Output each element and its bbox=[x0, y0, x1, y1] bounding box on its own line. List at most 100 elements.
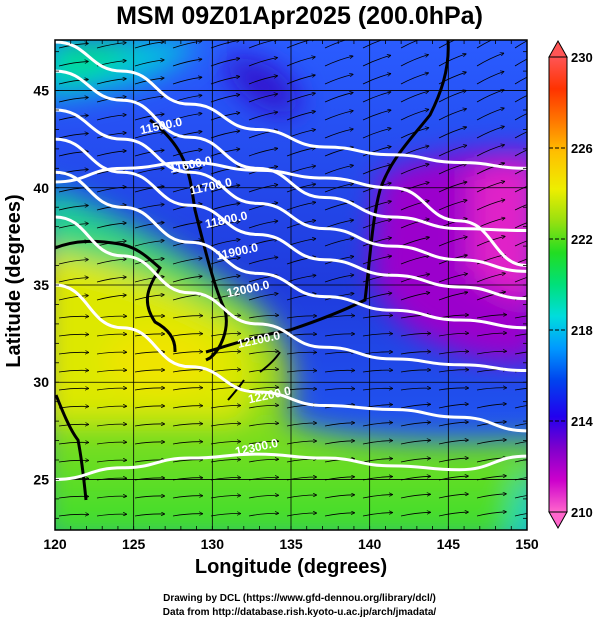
wind-arrow bbox=[438, 494, 469, 499]
wind-arrow bbox=[58, 205, 89, 211]
wind-arrow bbox=[286, 441, 317, 445]
wind-arrow bbox=[324, 513, 355, 517]
wind-arrow bbox=[172, 77, 202, 85]
y-tick-label: 45 bbox=[33, 83, 49, 99]
wind-arrow bbox=[514, 477, 527, 481]
wind-arrow bbox=[476, 388, 507, 391]
wind-arrow bbox=[514, 149, 527, 157]
wind-arrow bbox=[286, 370, 317, 372]
wind-arrow bbox=[134, 496, 165, 499]
wind-arrow bbox=[438, 388, 469, 391]
wind-arrow bbox=[324, 238, 354, 247]
wind-arrow bbox=[286, 111, 316, 121]
wind-arrow bbox=[400, 40, 420, 49]
wind-arrow bbox=[400, 164, 429, 175]
wind-arrow bbox=[514, 240, 527, 247]
wind-arrow bbox=[324, 220, 354, 229]
wind-arrow bbox=[248, 333, 279, 337]
wind-arrow bbox=[324, 423, 355, 427]
wind-arrow bbox=[96, 277, 127, 283]
wind-arrow bbox=[514, 167, 527, 175]
wind-arrow bbox=[438, 351, 469, 355]
wind-arrow bbox=[210, 240, 240, 247]
colorbar-tick-label: 214 bbox=[571, 414, 593, 429]
wind-arrow bbox=[96, 241, 127, 247]
colorbar-tick-label: 210 bbox=[571, 505, 593, 520]
wind-arrow bbox=[210, 58, 240, 67]
wind-arrow bbox=[514, 441, 527, 445]
wind-arrow bbox=[438, 40, 456, 49]
wind-arrow bbox=[210, 351, 241, 355]
wind-arrow bbox=[58, 442, 89, 444]
map-figure: 11500.011600.011700.011800.011900.012000… bbox=[33, 39, 593, 552]
contour-line bbox=[55, 69, 527, 233]
wind-arrow bbox=[514, 185, 527, 193]
wind-arrow bbox=[400, 237, 430, 247]
wind-arrow bbox=[362, 128, 391, 139]
wind-arrow bbox=[286, 57, 316, 67]
wind-arrow bbox=[400, 476, 431, 481]
wind-arrow bbox=[438, 182, 467, 193]
colorbar-top-arrow bbox=[548, 39, 568, 58]
wind-arrow bbox=[286, 93, 316, 103]
wind-arrow bbox=[400, 333, 431, 337]
colorbar-tick-label: 230 bbox=[571, 50, 593, 65]
wind-arrow bbox=[172, 222, 202, 229]
contour-line bbox=[55, 108, 527, 273]
wind-arrow bbox=[438, 72, 467, 85]
wind-arrow bbox=[58, 277, 89, 283]
wind-arrow bbox=[476, 512, 507, 517]
x-tick-label: 125 bbox=[122, 536, 146, 552]
wind-arrow bbox=[514, 513, 527, 517]
wind-arrow bbox=[134, 96, 164, 103]
wind-arrow bbox=[438, 512, 469, 517]
wind-arrow bbox=[210, 113, 240, 121]
wind-arrow bbox=[324, 129, 354, 139]
wind-arrow bbox=[134, 186, 164, 193]
wind-arrow bbox=[210, 149, 240, 157]
wind-arrow bbox=[514, 333, 527, 337]
wind-arrow bbox=[58, 388, 89, 390]
wind-arrow bbox=[248, 405, 279, 409]
credit-drawing: Drawing by DCL (https://www.gfd-dennou.o… bbox=[163, 593, 436, 604]
wind-arrow bbox=[286, 316, 317, 319]
wind-arrow bbox=[324, 370, 355, 372]
wind-arrow bbox=[438, 476, 469, 481]
wind-arrow bbox=[210, 333, 241, 337]
x-tick-label: 135 bbox=[279, 536, 303, 552]
wind-arrow bbox=[514, 405, 527, 409]
wind-arrow bbox=[362, 73, 391, 85]
wind-arrow bbox=[96, 388, 127, 391]
wind-arrow bbox=[514, 76, 527, 85]
wind-arrow bbox=[172, 442, 203, 445]
wind-arrow bbox=[476, 351, 507, 355]
wind-arrow bbox=[172, 424, 203, 427]
wind-arrow bbox=[476, 494, 507, 499]
wind-arrow bbox=[210, 221, 240, 229]
wind-arrow bbox=[248, 58, 278, 67]
x-tick-label: 130 bbox=[201, 536, 225, 552]
contour-line bbox=[55, 40, 527, 170]
wind-arrow bbox=[362, 423, 393, 427]
wind-arrow bbox=[134, 277, 165, 283]
wind-arrow bbox=[248, 94, 278, 103]
wind-arrow bbox=[248, 185, 278, 193]
wind-arrow bbox=[438, 164, 467, 175]
wind-arrow bbox=[134, 334, 165, 337]
wind-arrow bbox=[134, 316, 165, 319]
wind-arrow bbox=[514, 204, 527, 211]
wind-arrow bbox=[134, 150, 164, 157]
wind-arrow bbox=[362, 110, 391, 121]
wind-arrow bbox=[514, 351, 527, 355]
wind-arrow bbox=[172, 131, 202, 139]
wind-arrow bbox=[286, 513, 317, 517]
wind-arrow bbox=[476, 145, 505, 157]
wind-arrow bbox=[172, 478, 203, 481]
wind-arrow bbox=[172, 370, 203, 373]
wind-arrow bbox=[58, 496, 89, 498]
wind-arrow bbox=[96, 496, 127, 499]
wind-arrow bbox=[514, 131, 527, 139]
wind-arrow bbox=[134, 388, 165, 391]
wind-arrow bbox=[96, 295, 127, 301]
wind-arrow bbox=[134, 168, 164, 175]
